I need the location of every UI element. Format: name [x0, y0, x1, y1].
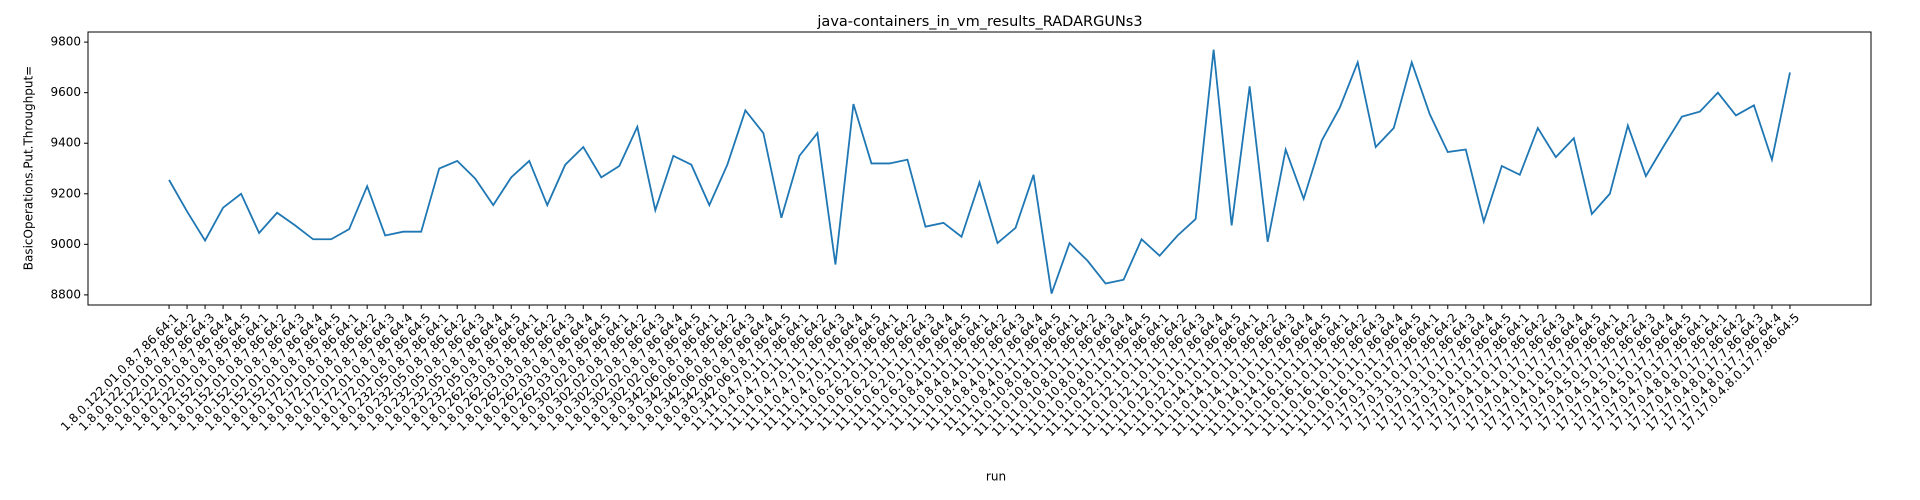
- data-line: [168, 49, 1791, 294]
- y-tick-label: 9800: [50, 35, 81, 49]
- y-tick-label: 9000: [50, 237, 81, 251]
- y-axis-label: BasicOperations.Put.Throughput=: [22, 66, 36, 270]
- y-tick-label: 9400: [50, 136, 81, 150]
- y-tick-label: 8800: [50, 287, 81, 301]
- plot-frame: [87, 31, 1872, 306]
- chart-title: java-containers_in_vm_results_RADARGUNs3: [816, 14, 1142, 30]
- x-axis-label: run: [986, 470, 1006, 484]
- y-tick-label: 9600: [50, 85, 81, 99]
- y-tick-label: 9200: [50, 186, 81, 200]
